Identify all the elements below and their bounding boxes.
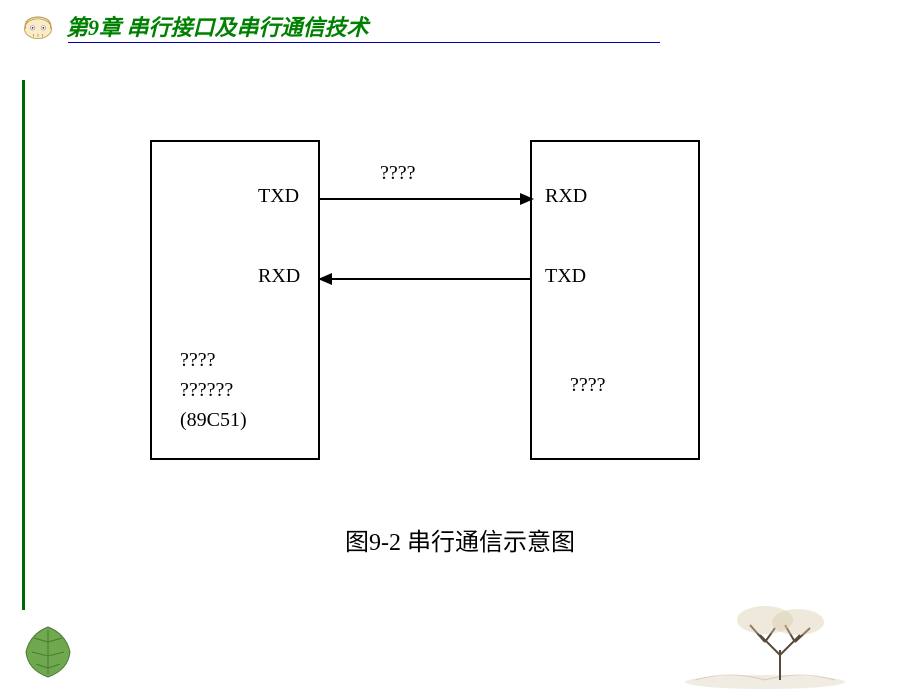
face-icon — [20, 12, 56, 40]
left-node-content: ???? ?????? (89C51) — [180, 345, 300, 435]
right-rxd-pin: RXD — [545, 185, 587, 208]
slide-header: 第9章 串行接口及串行通信技术 — [20, 10, 900, 42]
bottom-arrow-line — [320, 278, 530, 280]
bottom-arrowhead-icon — [318, 273, 332, 285]
left-line-2: ?????? — [180, 375, 300, 405]
top-arrow-label: ???? — [380, 162, 416, 185]
right-txd-pin: TXD — [545, 265, 586, 288]
tree-icon — [680, 600, 850, 690]
left-txd-pin: TXD — [258, 185, 299, 208]
top-arrowhead-icon — [520, 193, 534, 205]
left-line-1: ???? — [180, 345, 300, 375]
leaf-icon — [18, 622, 78, 682]
top-arrow-line — [320, 198, 530, 200]
right-line-1: ???? — [570, 370, 670, 400]
left-line-3: (89C51) — [180, 405, 300, 435]
figure-caption: 图9-2 串行通信示意图 — [0, 522, 920, 557]
right-node-content: ???? — [570, 370, 670, 400]
chapter-title: 第9章 串行接口及串行通信技术 — [66, 10, 369, 42]
serial-comm-diagram: TXD RXD RXD TXD ???? ?????? (89C51) ????… — [150, 130, 770, 480]
header-underline — [68, 42, 660, 43]
left-rxd-pin: RXD — [258, 265, 300, 288]
